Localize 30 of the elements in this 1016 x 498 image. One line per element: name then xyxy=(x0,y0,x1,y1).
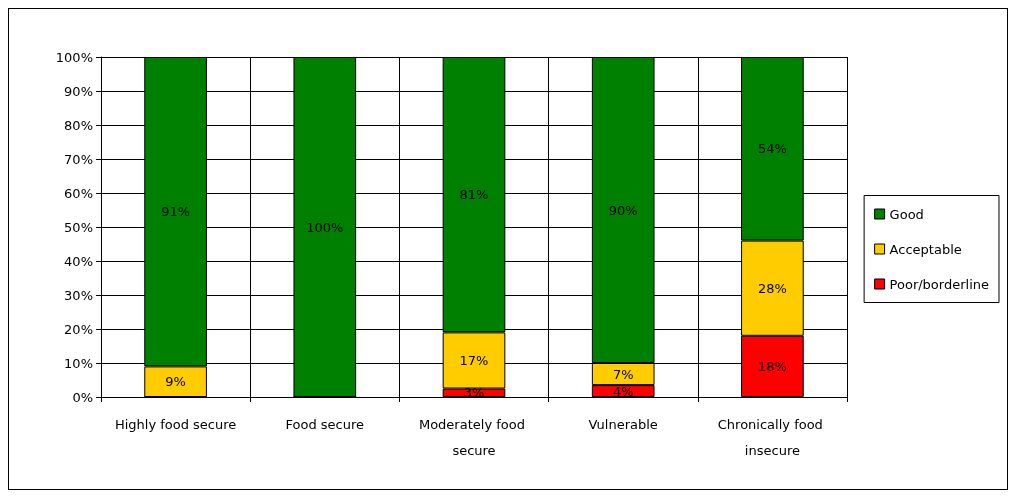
y-tick-label: 20% xyxy=(64,321,93,337)
data-label: 28% xyxy=(757,280,787,296)
data-label: 54% xyxy=(757,141,787,157)
y-tick-label: 0% xyxy=(72,389,93,405)
y-tick-label: 40% xyxy=(64,253,93,269)
x-tick-label: Highly food secure xyxy=(114,416,237,432)
data-label: 7% xyxy=(612,366,634,382)
data-label: 90% xyxy=(608,202,638,218)
x-tick-label: Food secure xyxy=(285,416,365,432)
legend-label: Acceptable xyxy=(889,241,962,257)
data-label: 81% xyxy=(459,187,489,203)
data-label: 100% xyxy=(306,219,344,235)
x-tick-label: Moderately food secure xyxy=(418,416,530,458)
y-tick-label: 30% xyxy=(64,287,93,303)
legend-label: Poor/borderline xyxy=(889,276,990,292)
data-label: 9% xyxy=(165,374,186,390)
y-tick-label: 50% xyxy=(64,219,93,235)
data-label: 4% xyxy=(612,383,634,399)
x-tick-label: Vulnerable xyxy=(588,416,658,432)
data-label: 91% xyxy=(161,204,191,220)
y-tick-label: 60% xyxy=(64,185,93,201)
y-tick-label: 70% xyxy=(64,151,93,167)
y-tick-label: 90% xyxy=(64,83,93,99)
data-label: 17% xyxy=(459,352,489,368)
x-tick-label: Chronically food insecure xyxy=(717,416,828,458)
y-tick-label: 80% xyxy=(64,117,93,133)
y-tick-label: 100% xyxy=(55,49,93,65)
data-label: 18% xyxy=(757,358,787,374)
legend-label: Good xyxy=(889,206,924,222)
y-tick-label: 10% xyxy=(64,355,93,371)
